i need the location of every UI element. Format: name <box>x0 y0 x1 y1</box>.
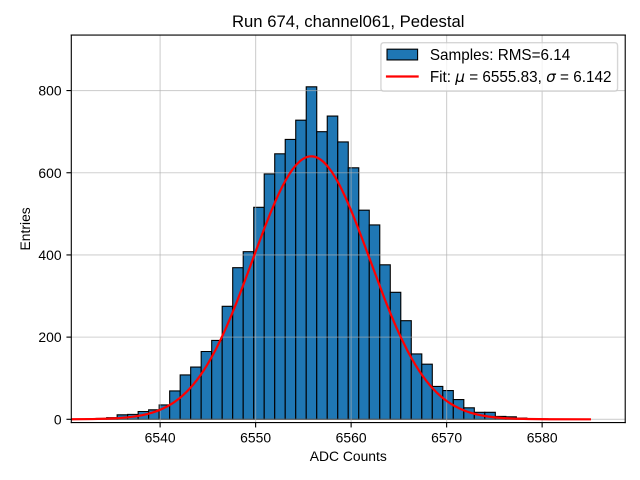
svg-text:6550: 6550 <box>240 429 271 445</box>
svg-text:6570: 6570 <box>431 429 462 445</box>
svg-text:Entries: Entries <box>17 207 33 250</box>
svg-text:0: 0 <box>54 411 62 427</box>
svg-text:600: 600 <box>38 165 61 181</box>
svg-text:400: 400 <box>38 247 61 263</box>
svg-text:ADC Counts: ADC Counts <box>310 448 387 464</box>
svg-text:6560: 6560 <box>336 429 367 445</box>
svg-text:200: 200 <box>38 329 61 345</box>
svg-text:Run 674, channel061, Pedestal: Run 674, channel061, Pedestal <box>232 12 464 31</box>
svg-text:6540: 6540 <box>145 429 176 445</box>
svg-text:800: 800 <box>38 83 61 99</box>
svg-text:6580: 6580 <box>527 429 558 445</box>
svg-text:F i t :: F i t : = 6 5 5 5 . 8 3 , = 6 . 1 <box>430 62 618 87</box>
